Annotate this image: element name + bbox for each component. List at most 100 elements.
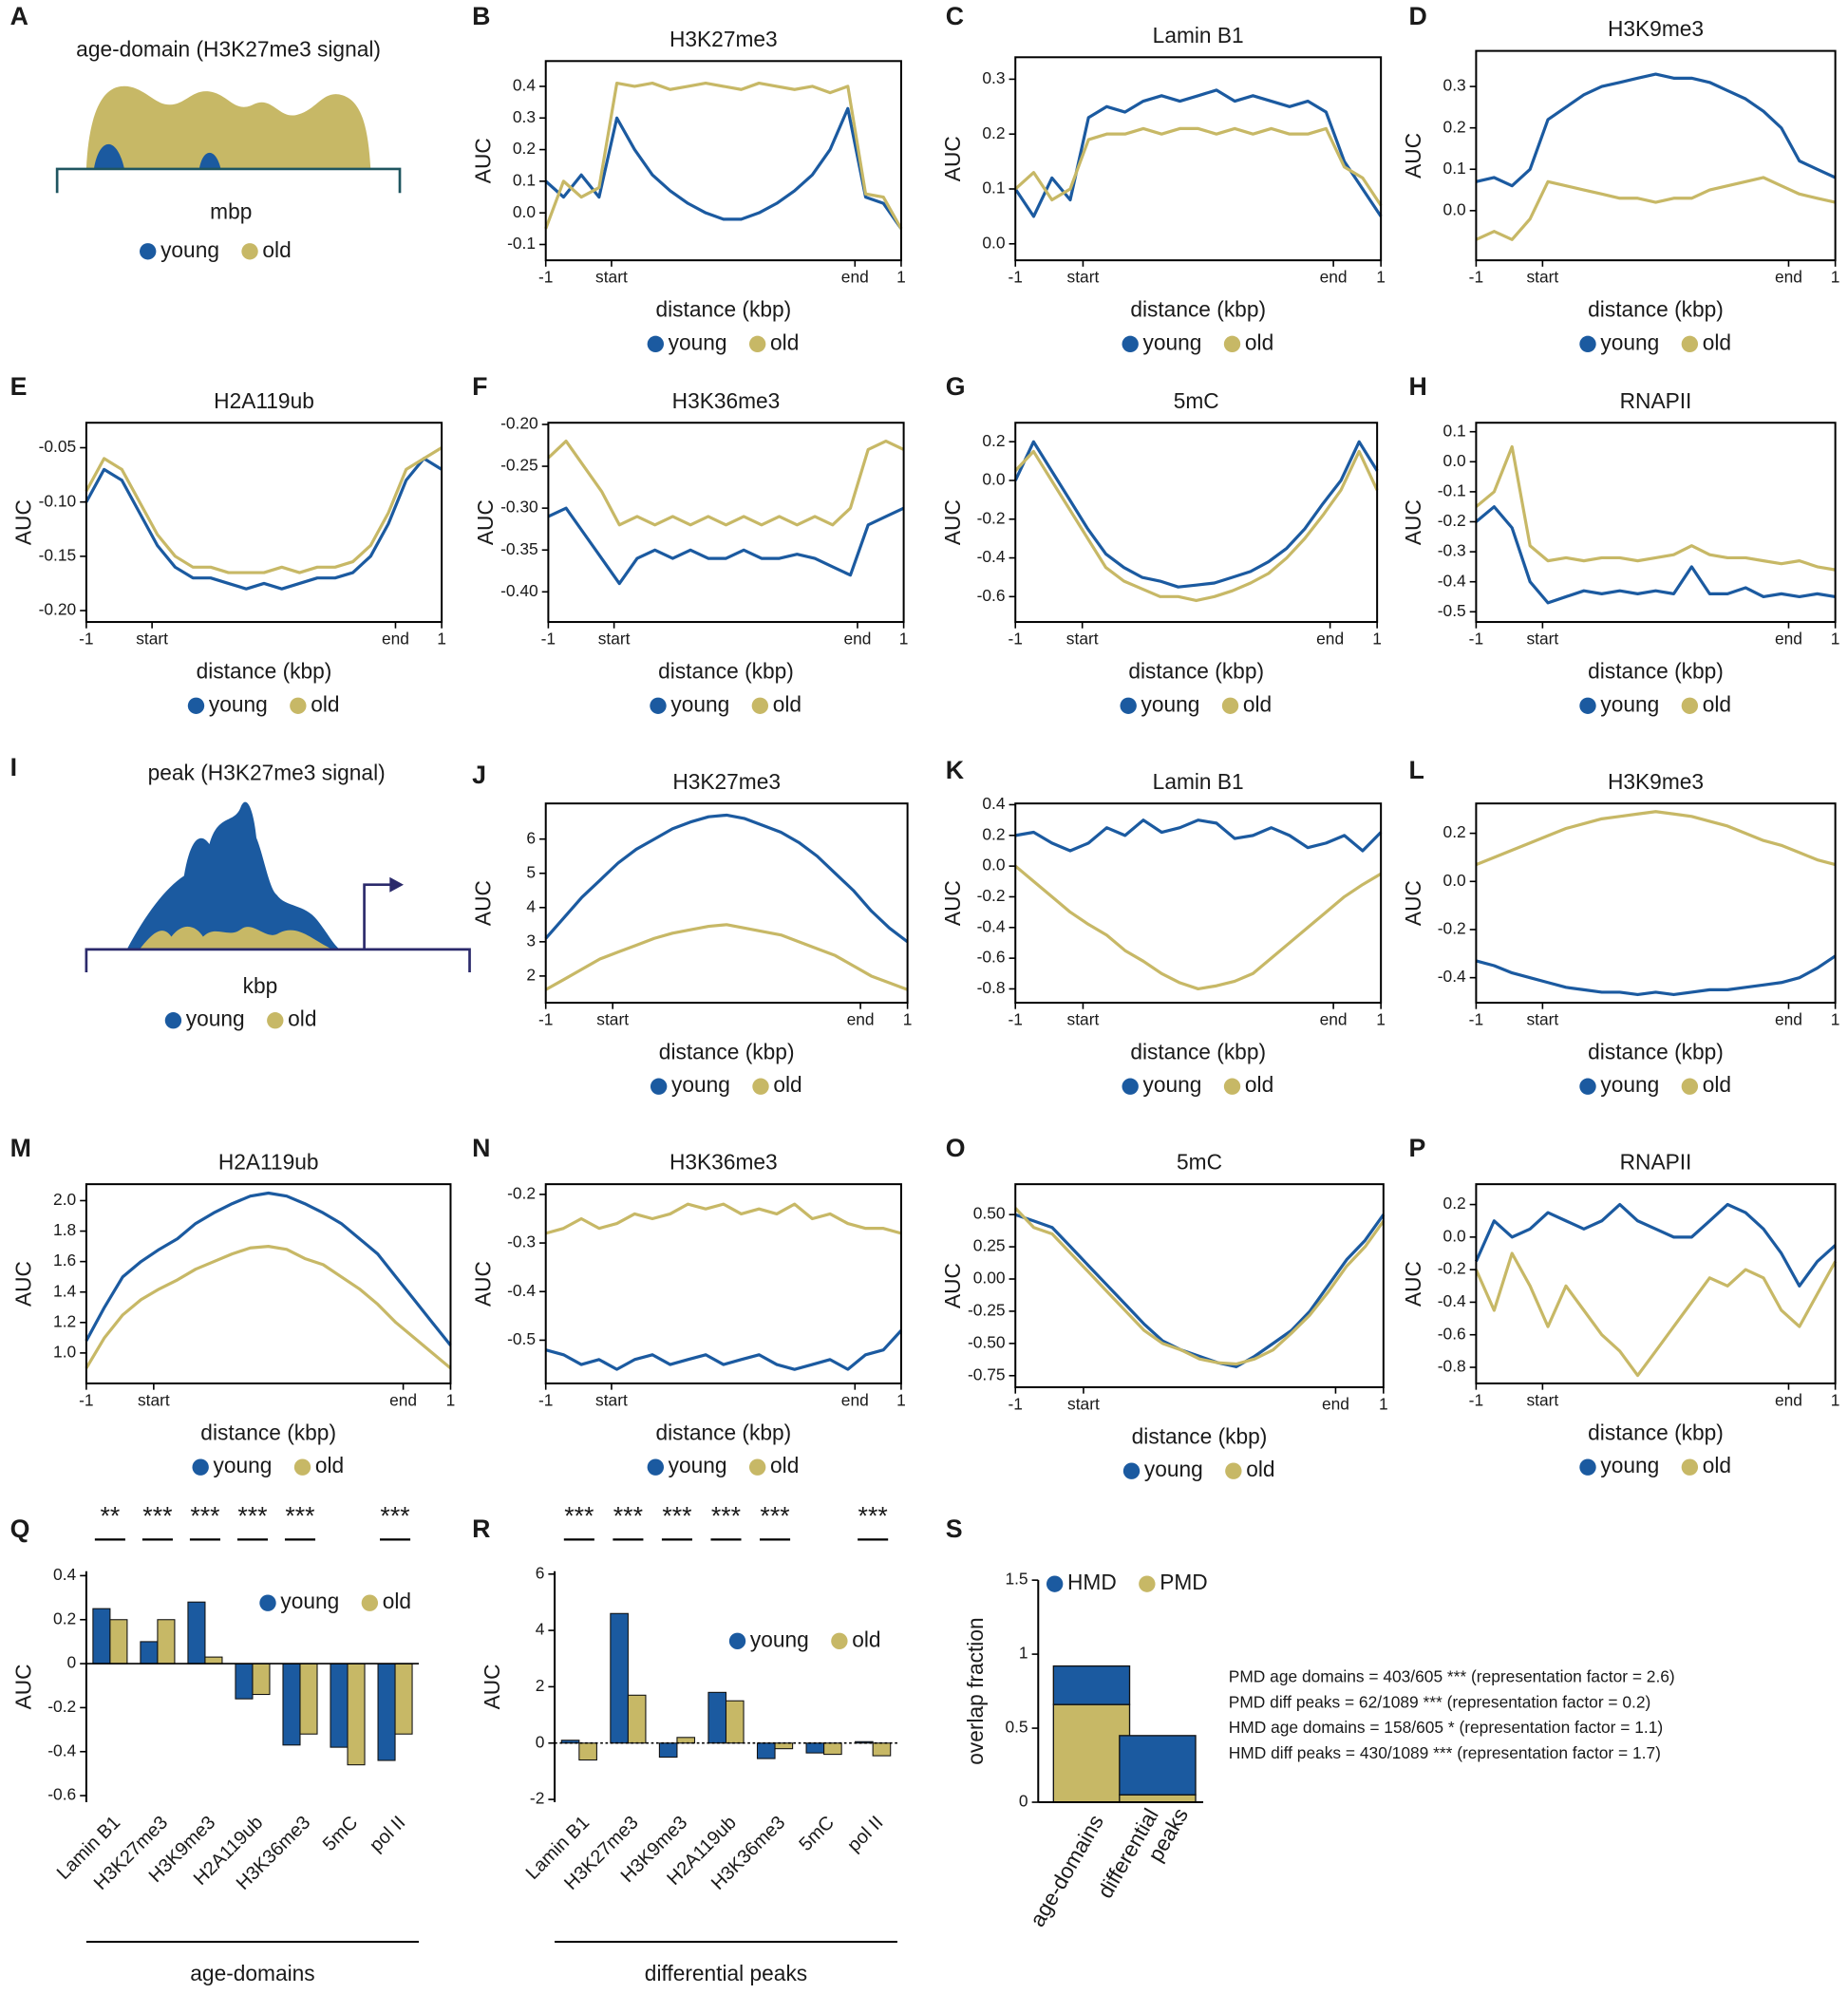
x-tick-label: start bbox=[595, 267, 628, 286]
x-tick-label: 1 bbox=[1831, 629, 1840, 648]
y-tick-label: -0.15 bbox=[39, 545, 77, 564]
x-tick-label: end bbox=[1320, 1009, 1348, 1028]
y-tick-label: 0.3 bbox=[982, 68, 1005, 87]
y-tick-label: -0.1 bbox=[1438, 480, 1466, 499]
legend-marker bbox=[831, 1632, 848, 1649]
x-tick-label: 1 bbox=[1376, 1009, 1386, 1028]
significance-label: *** bbox=[760, 1502, 789, 1531]
bar bbox=[204, 1656, 223, 1665]
x-tick-label: -1 bbox=[1009, 1394, 1023, 1413]
panel-letter: P bbox=[1409, 1134, 1426, 1162]
x-tick-label: end bbox=[841, 267, 869, 286]
legend-label: young bbox=[186, 1006, 245, 1031]
series-line bbox=[1474, 1202, 1837, 1288]
y-tick-label: -0.25 bbox=[968, 1301, 1006, 1320]
bar bbox=[774, 1742, 794, 1750]
y-tick-label: -2 bbox=[530, 1789, 544, 1808]
x-tick-label: end bbox=[382, 629, 409, 648]
legend-marker bbox=[1225, 1462, 1242, 1479]
y-tick-label: -0.4 bbox=[507, 1281, 536, 1300]
series-line bbox=[85, 457, 443, 591]
legend: young old bbox=[140, 237, 292, 262]
legend: young old bbox=[1120, 691, 1272, 716]
legend-label: young bbox=[1141, 691, 1200, 716]
schematic-title: peak (H3K27me3 signal) bbox=[148, 760, 386, 784]
significance-label: ** bbox=[100, 1502, 120, 1531]
young-signal bbox=[126, 801, 341, 950]
group-label: differential peaks bbox=[645, 1961, 807, 1985]
legend-label: old bbox=[773, 1072, 801, 1097]
legend-marker bbox=[1221, 697, 1239, 714]
y-tick-label: 0 bbox=[1019, 1792, 1028, 1811]
chart-title: H2A119ub bbox=[218, 1150, 319, 1175]
tss-arrowhead bbox=[389, 876, 405, 893]
y-tick-label: -0.2 bbox=[977, 886, 1006, 905]
bar bbox=[823, 1742, 842, 1756]
y-tick-label: 1.0 bbox=[53, 1342, 76, 1361]
y-tick-label: 0 bbox=[67, 1653, 77, 1672]
y-tick-label: -0.2 bbox=[1438, 1259, 1466, 1278]
legend: young old bbox=[1579, 329, 1731, 354]
legend: young old bbox=[1579, 1453, 1731, 1477]
y-tick-label: 0.0 bbox=[1443, 871, 1466, 890]
schematic-axis-label: kbp bbox=[243, 973, 278, 998]
bar bbox=[157, 1619, 176, 1665]
bar bbox=[377, 1663, 396, 1761]
legend-marker bbox=[1046, 1575, 1064, 1592]
y-tick-label: 3 bbox=[526, 931, 536, 950]
chart-title: Lamin B1 bbox=[1153, 769, 1244, 794]
panel-letter: R bbox=[472, 1514, 490, 1543]
x-tick-label: -1 bbox=[538, 1009, 553, 1028]
legend-marker bbox=[187, 697, 205, 714]
y-tick-label: 0.2 bbox=[1443, 117, 1466, 136]
y-tick-label: 0.25 bbox=[973, 1236, 1006, 1255]
bar bbox=[252, 1663, 271, 1696]
y-tick-label: 0.5 bbox=[1005, 1718, 1028, 1737]
significance-label: *** bbox=[613, 1502, 643, 1531]
panel-letter: O bbox=[946, 1134, 966, 1162]
x-tick-label: age-domains bbox=[1025, 1811, 1108, 1931]
y-tick-label: -0.2 bbox=[977, 508, 1006, 527]
bar bbox=[578, 1742, 597, 1761]
y-tick-label: 2.0 bbox=[53, 1190, 76, 1209]
y-tick-label: 0.1 bbox=[513, 170, 536, 189]
bar bbox=[109, 1619, 128, 1665]
x-tick-label: -1 bbox=[1469, 267, 1483, 286]
y-tick-label: 0.2 bbox=[1443, 822, 1466, 841]
legend-marker bbox=[1122, 1078, 1139, 1095]
plot-frame bbox=[1014, 1183, 1385, 1388]
series-line bbox=[1013, 88, 1383, 218]
y-tick-label: 4 bbox=[536, 1620, 545, 1639]
legend: young old bbox=[650, 1072, 802, 1097]
legend-label: young bbox=[1600, 1453, 1659, 1477]
y-tick-label: -0.4 bbox=[977, 547, 1006, 566]
x-tick-label: 5mC bbox=[795, 1812, 838, 1854]
bar bbox=[187, 1601, 206, 1665]
legend-marker bbox=[1579, 335, 1596, 353]
panel-letter: M bbox=[10, 1134, 31, 1162]
y-tick-label: -0.5 bbox=[1438, 601, 1466, 620]
plot-frame bbox=[1475, 49, 1837, 262]
panel-letter: I bbox=[10, 753, 17, 781]
legend: young old bbox=[1122, 1457, 1275, 1481]
series-line bbox=[1014, 818, 1383, 853]
x-tick-label: start bbox=[1067, 1394, 1100, 1413]
significance-label: *** bbox=[237, 1502, 267, 1531]
legend: HMD PMD bbox=[1046, 1570, 1208, 1594]
y-tick-label: 0.4 bbox=[513, 76, 536, 95]
x-axis-label: distance (kbp) bbox=[1588, 1420, 1724, 1444]
plot-frame bbox=[1475, 802, 1837, 1005]
x-axis-label: distance (kbp) bbox=[1588, 1039, 1724, 1063]
x-tick-label: start bbox=[138, 1390, 170, 1409]
x-tick-label: end bbox=[1775, 1390, 1802, 1409]
y-tick-label: 0.0 bbox=[513, 202, 536, 221]
annotation: HMD diff peaks = 430/1089 *** (represent… bbox=[1229, 1743, 1661, 1762]
y-tick-label: -0.25 bbox=[500, 456, 538, 475]
legend-label: young bbox=[209, 691, 268, 716]
x-axis-label: distance (kbp) bbox=[658, 659, 794, 684]
x-tick-label: 1 bbox=[1372, 629, 1382, 648]
x-tick-label: start bbox=[1067, 1009, 1100, 1028]
x-tick-label: start bbox=[1067, 267, 1100, 286]
series-line bbox=[85, 446, 443, 574]
x-tick-label: 1 bbox=[903, 1009, 913, 1028]
